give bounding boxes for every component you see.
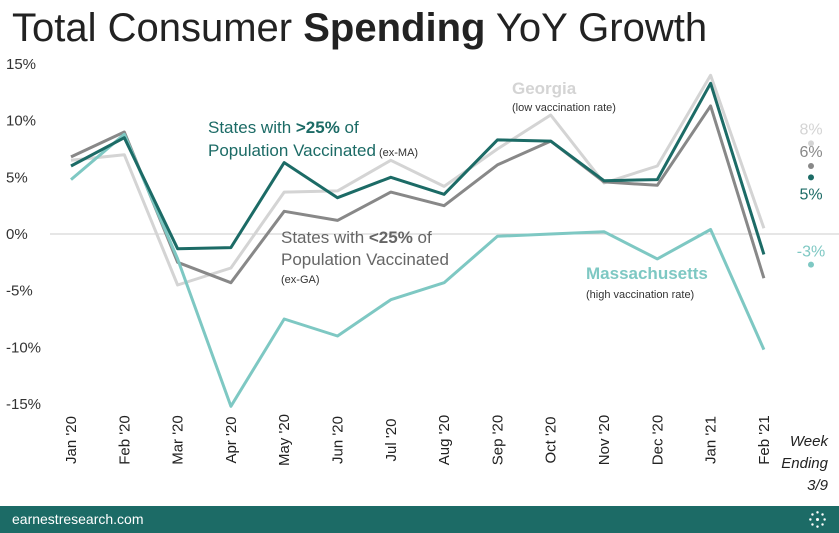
week-value-dot bbox=[808, 261, 814, 268]
earnest-logo-icon bbox=[809, 511, 826, 528]
y-tick-label: 15% bbox=[6, 56, 36, 73]
annotation-georgia-sub: (low vaccination rate) bbox=[512, 102, 616, 114]
x-tick-label: Oct '20 bbox=[543, 416, 560, 463]
week-value-dot bbox=[808, 140, 814, 147]
week-value-label: -3% bbox=[797, 244, 825, 261]
series-line-states-with-25-of-population-vaccinated-ex-ga bbox=[70, 104, 766, 285]
y-tick-label: 5% bbox=[6, 169, 28, 186]
series-line-states-with-25-of-population-vaccinated-ex-ma bbox=[70, 81, 766, 255]
x-tick-label: May '20 bbox=[276, 414, 293, 466]
x-tick-label: Jan '20 bbox=[63, 416, 80, 464]
y-axis: 15% 10% 5% 0% -5% -10% -15% bbox=[6, 56, 41, 413]
x-tick-label: Feb '20 bbox=[116, 415, 133, 465]
chart-title-bold: Spending bbox=[303, 6, 485, 50]
x-tick-label: Jun '20 bbox=[330, 416, 347, 464]
week-ending-values: 8% 6% -3% 5% bbox=[797, 121, 825, 268]
chart: Total Consumer Spending YoY Growth 15% 10… bbox=[6, 6, 839, 494]
chart-title: Total Consumer Spending YoY Growth bbox=[12, 6, 707, 50]
x-tick-label: Aug '20 bbox=[436, 415, 453, 465]
week-value-label: 8% bbox=[799, 121, 822, 138]
annotation-massachusetts-title: Massachusetts bbox=[586, 264, 708, 283]
x-tick-label: Nov '20 bbox=[596, 415, 613, 465]
week-value-dot bbox=[808, 163, 814, 169]
week-value-label: 6% bbox=[799, 144, 822, 161]
y-tick-label: -10% bbox=[6, 339, 41, 356]
x-tick-label: Apr '20 bbox=[223, 416, 240, 463]
series-layer bbox=[70, 73, 766, 408]
y-tick-label: 0% bbox=[6, 226, 28, 243]
footer-bar: earnestresearch.com bbox=[0, 506, 839, 533]
y-tick-label: -5% bbox=[6, 283, 33, 300]
x-tick-label: Jan '21 bbox=[703, 416, 720, 464]
annotation-georgia-title: Georgia bbox=[512, 79, 577, 98]
annotation-high-vax-line2: Population Vaccinated (ex-MA) bbox=[208, 141, 418, 160]
y-tick-label: 10% bbox=[6, 113, 36, 130]
x-axis: Jan '20 Feb '20 Mar '20 Apr '20 May '20 Jun '… bbox=[63, 414, 829, 494]
week-ending-label: Ending bbox=[781, 455, 828, 472]
annotation-low-vax-line3: (ex-GA) bbox=[281, 274, 320, 286]
annotation-low-vax-line1: States with <25% of bbox=[281, 228, 432, 247]
x-tick-label: Dec '20 bbox=[649, 415, 666, 465]
week-value-label: 5% bbox=[799, 186, 822, 203]
x-tick-label: Jul '20 bbox=[383, 419, 400, 462]
y-tick-label: -15% bbox=[6, 396, 41, 413]
week-value-dot bbox=[808, 174, 814, 181]
x-tick-label: Feb '21 bbox=[756, 415, 773, 465]
week-ending-label: Week bbox=[790, 433, 830, 450]
chart-title-part1: Total Consumer bbox=[12, 6, 303, 50]
series-line-massachusetts bbox=[70, 132, 766, 408]
chart-title-part2: YoY Growth bbox=[485, 6, 707, 50]
x-tick-label: Mar '20 bbox=[170, 415, 187, 465]
annotation-massachusetts-sub: (high vaccination rate) bbox=[586, 289, 694, 301]
week-ending-label: 3/9 bbox=[807, 477, 829, 494]
x-tick-label: Sep '20 bbox=[489, 415, 506, 465]
footer-website-link[interactable]: earnestresearch.com bbox=[12, 511, 144, 527]
annotation-high-vax-line1: States with >25% of bbox=[208, 118, 359, 137]
annotation-low-vax-line2: Population Vaccinated bbox=[281, 250, 449, 269]
